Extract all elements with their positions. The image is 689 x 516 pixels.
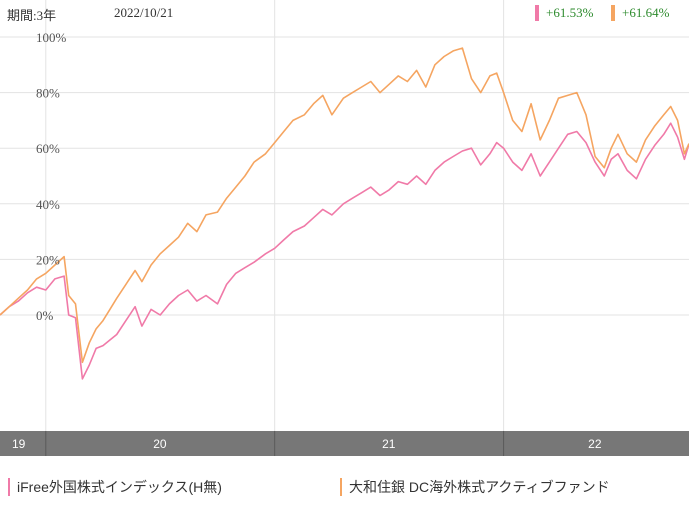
x-tick-label: 20 bbox=[153, 437, 167, 451]
return-value-ifree: +61.53% bbox=[535, 5, 593, 21]
date-label: 2022/10/21 bbox=[114, 5, 174, 20]
y-tick-label: 80% bbox=[36, 86, 60, 101]
legend-item-ifree: iFree外国株式インデックス(H無) bbox=[8, 478, 222, 496]
series-line-ifree bbox=[0, 122, 689, 380]
y-tick-label: 60% bbox=[36, 141, 60, 156]
y-tick-label: 100% bbox=[36, 30, 67, 45]
y-tick-label: 20% bbox=[36, 252, 60, 267]
y-tick-label: 40% bbox=[36, 197, 60, 212]
y-tick-label: 0% bbox=[36, 308, 54, 323]
period-label: 期間:3年 bbox=[7, 8, 57, 23]
x-tick-label: 21 bbox=[382, 437, 396, 451]
legend-item-daiwa: 大和住銀 DC海外株式アクティブファンド bbox=[340, 478, 610, 496]
x-axis-band bbox=[0, 431, 689, 456]
x-tick-label: 22 bbox=[588, 437, 602, 451]
return-value-daiwa: +61.64% bbox=[611, 5, 669, 21]
series-line-daiwa bbox=[0, 47, 689, 364]
x-tick-label: 19 bbox=[12, 437, 26, 451]
